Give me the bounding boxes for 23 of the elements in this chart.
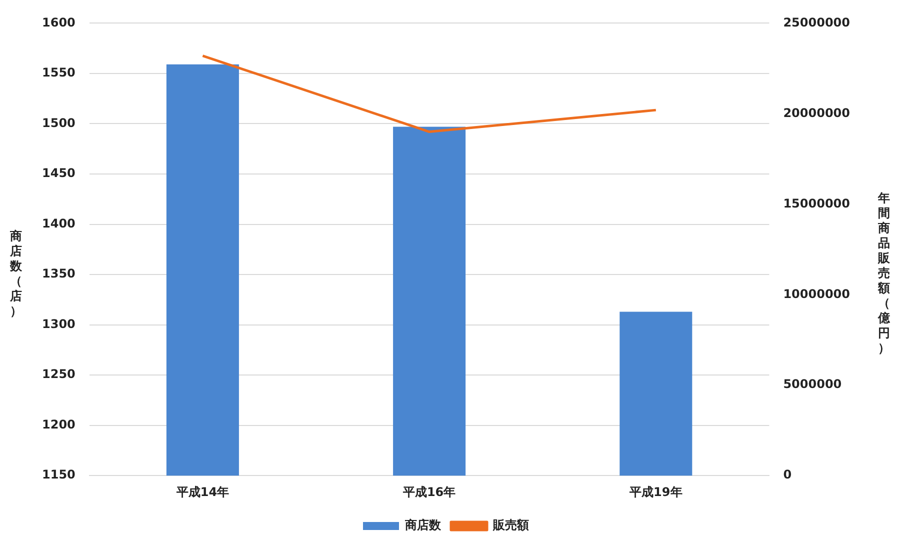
y-tick-label: 1400 bbox=[42, 216, 76, 230]
y-tick-label: 1500 bbox=[42, 116, 76, 130]
y-tick-label: 1550 bbox=[42, 66, 76, 80]
y2-tick-label: 0 bbox=[783, 468, 792, 482]
y2-tick-label: 15000000 bbox=[783, 196, 850, 210]
x-tick-label: 平成14年 bbox=[175, 484, 230, 499]
y-tick-label: 1150 bbox=[42, 468, 76, 482]
text: 年間商品販売額（億円） bbox=[878, 191, 890, 355]
y-tick-label: 1250 bbox=[42, 367, 76, 382]
x-tick-label: 平成16年 bbox=[402, 484, 456, 499]
y-tick-label: 1200 bbox=[42, 417, 76, 432]
y2-tick-label: 10000000 bbox=[783, 286, 850, 301]
y-tick-label: 1300 bbox=[42, 316, 76, 331]
y-tick-label: 1600 bbox=[42, 15, 76, 30]
legend-label: 商店数 bbox=[404, 518, 442, 532]
x-tick-label: 平成19年 bbox=[628, 484, 682, 499]
legend-label: 販売額 bbox=[492, 518, 529, 532]
y2-tick-label: 25000000 bbox=[783, 15, 850, 30]
y-tick-label: 1450 bbox=[42, 166, 76, 180]
y-tick-label: 1350 bbox=[42, 266, 76, 281]
y-axis-title: 商店数（店） bbox=[10, 228, 22, 318]
y2-tick-label: 5000000 bbox=[783, 377, 842, 392]
y2-tick-label: 20000000 bbox=[783, 106, 850, 120]
